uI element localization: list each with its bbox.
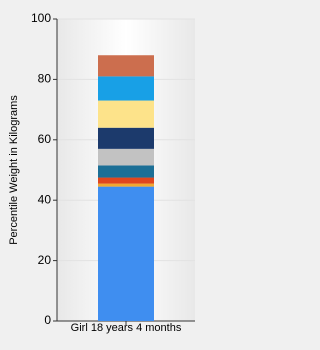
y-tick-label: 0 bbox=[44, 313, 51, 327]
y-tick-label: 80 bbox=[38, 72, 52, 86]
y-tick-label: 20 bbox=[38, 253, 52, 267]
bar-segment bbox=[98, 177, 154, 184]
x-tick-label: Girl 18 years 4 months bbox=[71, 322, 182, 334]
bar-segment bbox=[98, 55, 154, 77]
y-tick-label: 40 bbox=[38, 192, 52, 206]
bar-segment bbox=[98, 165, 154, 178]
bar-segment bbox=[98, 183, 154, 187]
chart: Percentile Weight in Kilograms 0 20 40 60 80… bbox=[7, 11, 195, 334]
bar-segment bbox=[98, 148, 154, 166]
y-axis-label: Percentile Weight in Kilograms bbox=[8, 95, 20, 245]
y-tick-label: 60 bbox=[38, 132, 52, 146]
bar-segment bbox=[98, 127, 154, 149]
y-tick-label: 100 bbox=[31, 11, 51, 25]
bar-segment bbox=[98, 76, 154, 101]
bar-segment bbox=[98, 100, 154, 128]
bar-segment bbox=[98, 186, 154, 321]
